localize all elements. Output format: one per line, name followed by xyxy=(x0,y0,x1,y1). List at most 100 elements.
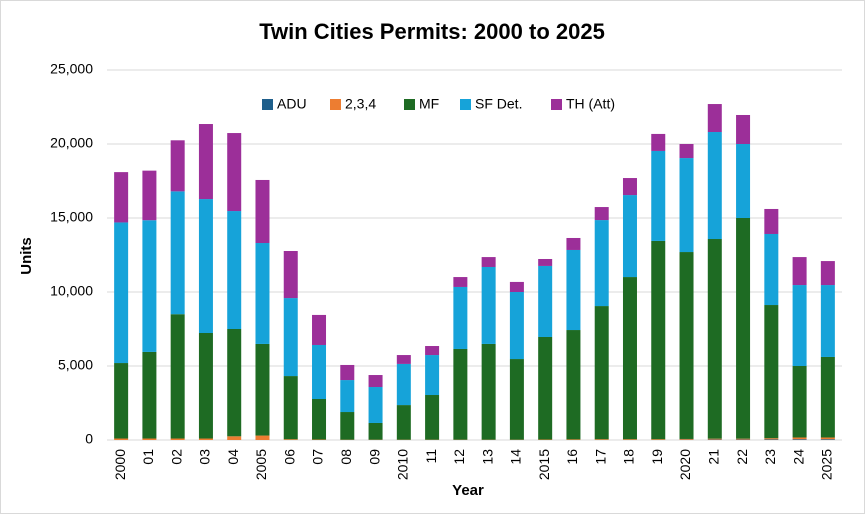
bar-segment xyxy=(764,438,779,440)
bar-segment xyxy=(792,285,807,366)
bar-segment xyxy=(396,363,411,406)
y-tick-label: 0 xyxy=(85,431,93,447)
bar-segment xyxy=(622,277,637,440)
x-tick-label: 01 xyxy=(140,449,156,465)
x-tick-label: 11 xyxy=(423,449,439,464)
bar-segment xyxy=(227,329,242,437)
bar-segment xyxy=(679,158,694,253)
bar-segment xyxy=(312,344,327,400)
bar-segment xyxy=(792,366,807,438)
bar-segment xyxy=(622,439,637,440)
bar-segment xyxy=(396,405,411,440)
bar-segment xyxy=(566,249,581,331)
bar-segment xyxy=(594,439,609,440)
x-tick-label: 2015 xyxy=(536,449,552,480)
bar-segment xyxy=(453,348,468,440)
bar-segment xyxy=(114,438,129,440)
bar-segment xyxy=(425,395,440,440)
x-tick-label: 17 xyxy=(592,449,608,465)
bar-segment xyxy=(509,359,524,440)
y-tick-label: 25,000 xyxy=(50,61,93,77)
legend-label: 2,3,4 xyxy=(345,96,376,112)
bar-segment xyxy=(594,220,609,307)
bar-segment xyxy=(764,208,779,234)
bar-segment xyxy=(481,266,496,344)
bar-segment xyxy=(651,150,666,241)
bar-segment xyxy=(622,195,637,278)
bar-segment xyxy=(340,380,355,413)
x-tick-label: 14 xyxy=(508,449,524,465)
legend-swatch xyxy=(330,99,341,110)
bar-segment xyxy=(707,104,722,133)
bar-segment xyxy=(312,399,327,440)
bar-segment xyxy=(707,132,722,240)
bar-segment xyxy=(622,178,637,196)
x-tick-label: 07 xyxy=(310,449,326,465)
bar-segment xyxy=(255,179,270,244)
bar-segment xyxy=(566,237,581,250)
x-tick-label: 2010 xyxy=(395,449,411,480)
y-tick-label: 15,000 xyxy=(50,209,93,225)
bar-segment xyxy=(198,438,213,440)
bar-segment xyxy=(255,243,270,344)
bar-segment xyxy=(651,240,666,440)
bar-segment xyxy=(198,199,213,333)
bar-segment xyxy=(594,306,609,440)
x-axis-title: Year xyxy=(452,482,484,499)
x-tick-label: 21 xyxy=(705,449,721,465)
bar-segment xyxy=(425,346,440,356)
bar-segment xyxy=(368,422,383,440)
bar-segment xyxy=(792,257,807,286)
bar-segment xyxy=(283,298,298,377)
bar-segment xyxy=(651,133,666,151)
bar-segment xyxy=(651,439,666,440)
bar-segment xyxy=(679,144,694,159)
bar-segment xyxy=(425,355,440,396)
legend-label: TH (Att) xyxy=(566,96,615,112)
legend-swatch xyxy=(460,99,471,110)
bar-segment xyxy=(283,251,298,299)
bar-segment xyxy=(764,305,779,439)
bar-segment xyxy=(255,435,270,440)
bar-segment xyxy=(396,355,411,364)
bar-segment xyxy=(142,170,157,221)
x-tick-label: 19 xyxy=(649,449,665,465)
x-tick-label: 13 xyxy=(479,449,495,465)
bar-segment xyxy=(707,239,722,439)
legend-swatch xyxy=(551,99,562,110)
bar-segment xyxy=(114,363,129,439)
x-tick-label: 09 xyxy=(366,449,382,465)
x-tick-label: 03 xyxy=(197,449,213,465)
x-tick-label: 2005 xyxy=(253,449,269,480)
x-tick-label: 06 xyxy=(281,449,297,465)
x-tick-label: 2020 xyxy=(677,449,693,480)
bar-segment xyxy=(707,438,722,440)
bar-segment xyxy=(594,207,609,221)
bar-segment xyxy=(736,438,751,440)
bar-segment xyxy=(198,332,213,439)
bar-segment xyxy=(170,140,185,192)
bar-segment xyxy=(142,351,157,439)
bar-segment xyxy=(538,265,553,337)
x-tick-label: 18 xyxy=(621,449,637,465)
bar-segment xyxy=(820,356,835,438)
bar-segment xyxy=(114,172,129,223)
x-tick-label: 08 xyxy=(338,449,354,465)
bar-segment xyxy=(792,437,807,440)
bar-segment xyxy=(736,144,751,218)
bar-segment xyxy=(142,220,157,352)
x-tick-label: 24 xyxy=(790,449,806,465)
bar-segment xyxy=(368,387,383,423)
bar-segment xyxy=(679,252,694,439)
bar-segment xyxy=(453,277,468,287)
bar-segment xyxy=(453,286,468,349)
x-tick-label: 04 xyxy=(225,449,241,465)
y-tick-label: 10,000 xyxy=(50,283,93,299)
legend-label: ADU xyxy=(277,96,307,112)
bar-segment xyxy=(283,439,298,440)
bar-segment xyxy=(820,285,835,357)
bar-segment xyxy=(255,343,270,436)
legend-label: SF Det. xyxy=(475,96,522,112)
bar-segment xyxy=(283,376,298,440)
